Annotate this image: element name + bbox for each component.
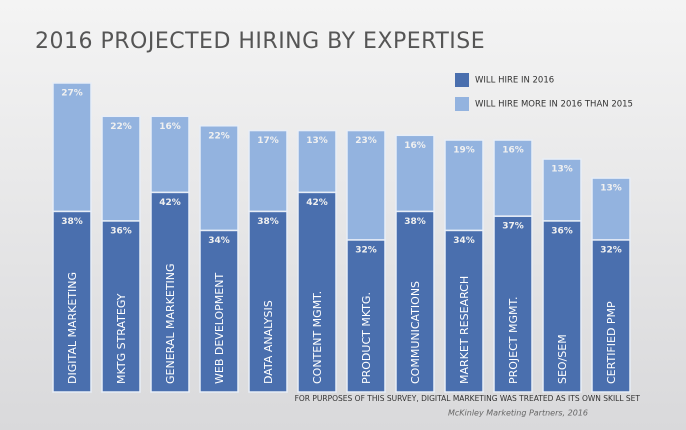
- bar-segment: [199, 229, 239, 393]
- footnote: FOR PURPOSES OF THIS SURVEY, DIGITAL MAR…: [295, 394, 641, 403]
- bar-segment: [395, 134, 435, 213]
- value-label: 16%: [159, 122, 181, 132]
- value-label: 27%: [61, 89, 83, 99]
- category-label: CONTENT MGMT.: [311, 291, 324, 384]
- bar-segment: [542, 158, 582, 222]
- value-label: 13%: [600, 184, 622, 194]
- value-label: 13%: [306, 136, 328, 146]
- category-label: CERTIFIED PMP: [605, 301, 618, 384]
- bar-segment: [150, 191, 190, 393]
- value-label: 16%: [404, 141, 426, 151]
- category-label: PROJECT MGMT.: [507, 297, 520, 384]
- bar-segment: [248, 210, 288, 393]
- category-label: PRODUCT MKTG.: [360, 292, 373, 384]
- bar-segment: [52, 210, 92, 393]
- value-label: 22%: [110, 122, 132, 132]
- bar-segment: [199, 125, 239, 232]
- value-label: 42%: [306, 198, 328, 208]
- value-label: 38%: [404, 217, 426, 227]
- bar-segment: [493, 215, 533, 393]
- category-label: DATA ANALYSIS: [262, 300, 275, 384]
- legend-swatch: [455, 97, 469, 111]
- legend-label: WILL HIRE MORE IN 2016 THAN 2015: [475, 100, 633, 110]
- bar-segment: [493, 139, 533, 217]
- bar-segment: [346, 129, 386, 241]
- bar-segment: [444, 139, 484, 232]
- bar-segment: [101, 115, 141, 222]
- bar-segment: [248, 129, 288, 213]
- value-label: 17%: [257, 136, 279, 146]
- category-label: SEO/SEM: [556, 334, 569, 384]
- category-label: MARKET RESEARCH: [458, 276, 471, 384]
- bar-segment: [52, 82, 92, 213]
- category-label: WEB DEVELOPMENT: [213, 273, 226, 384]
- value-label: 37%: [502, 222, 524, 232]
- chart-title: 2016 PROJECTED HIRING BY EXPERTISE: [35, 29, 485, 54]
- value-label: 16%: [502, 146, 524, 156]
- legend-swatch: [455, 73, 469, 87]
- value-label: 34%: [208, 236, 230, 246]
- value-label: 32%: [355, 245, 377, 255]
- category-label: DIGITAL MARKETING: [66, 272, 79, 384]
- value-label: 38%: [61, 217, 83, 227]
- value-label: 42%: [159, 198, 181, 208]
- bar-segment: [297, 129, 337, 194]
- bar-segment: [542, 220, 582, 393]
- legend-label: WILL HIRE IN 2016: [475, 76, 554, 86]
- source: McKinley Marketing Partners, 2016: [448, 409, 588, 418]
- category-label: MKTG STRATEGY: [115, 293, 128, 384]
- bar-segment: [150, 115, 190, 194]
- bar-segment: [297, 191, 337, 393]
- value-label: 22%: [208, 131, 230, 141]
- bar-segment: [591, 177, 631, 241]
- category-label: COMMUNICATIONS: [409, 281, 422, 384]
- value-label: 19%: [453, 146, 475, 156]
- bar-segment: [591, 239, 631, 393]
- value-label: 23%: [355, 136, 377, 146]
- bar-segment: [444, 229, 484, 393]
- value-label: 34%: [453, 236, 475, 246]
- value-label: 36%: [110, 226, 132, 236]
- value-label: 38%: [257, 217, 279, 227]
- value-label: 32%: [600, 245, 622, 255]
- value-label: 13%: [551, 165, 573, 175]
- value-label: 36%: [551, 226, 573, 236]
- category-label: GENERAL MARKETING: [164, 263, 177, 384]
- bar-segment: [395, 210, 435, 393]
